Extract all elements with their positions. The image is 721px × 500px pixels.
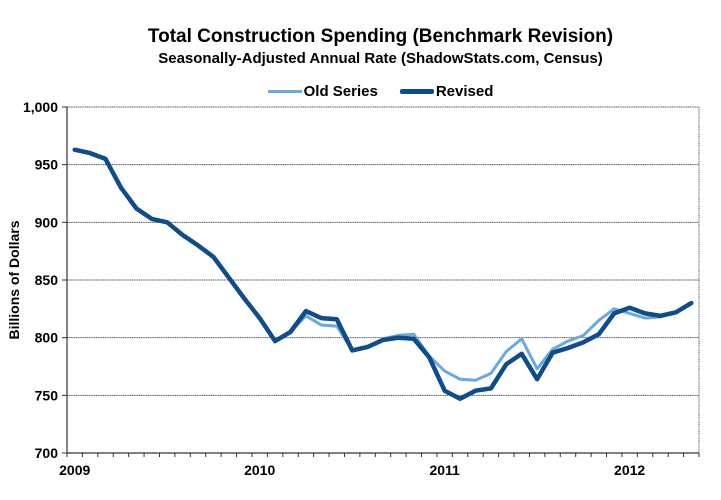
chart-subtitle: Seasonally-Adjusted Annual Rate (ShadowS… (158, 50, 603, 67)
axes: 700 750 800 850 900 950 1,000 2009 2010 2011 2012 (23, 99, 700, 478)
legend: Old Series Revised (0, 83, 721, 100)
y-tick-label: 900 (35, 214, 59, 230)
y-tick-label: 950 (35, 157, 59, 173)
y-tick-label: 1,000 (23, 99, 58, 115)
series-lines (72, 147, 694, 402)
legend-label-old-series: Old Series (303, 83, 378, 100)
x-tick-label: 2010 (244, 462, 275, 478)
y-tick-label: 800 (35, 330, 59, 346)
y-axis-label: Billions of Dollars (6, 220, 22, 339)
x-tick-label: 2009 (59, 462, 90, 478)
gridlines (67, 106, 699, 396)
y-tick-label: 750 (35, 387, 59, 403)
legend-swatch-revised (399, 89, 434, 94)
series-line-revised (72, 147, 694, 402)
x-tick-label: 2011 (429, 462, 460, 478)
legend-label-revised: Revised (435, 83, 494, 100)
legend-swatch-old-series (267, 90, 302, 93)
chart-title: Total Construction Spending (Benchmark R… (147, 26, 614, 47)
y-tick-label: 700 (35, 445, 59, 461)
legend-item-revised: Revised (399, 83, 494, 100)
y-tick-label: 850 (35, 272, 59, 288)
x-tick-label: 2012 (614, 462, 645, 478)
legend-item-old-series: Old Series (267, 83, 378, 100)
